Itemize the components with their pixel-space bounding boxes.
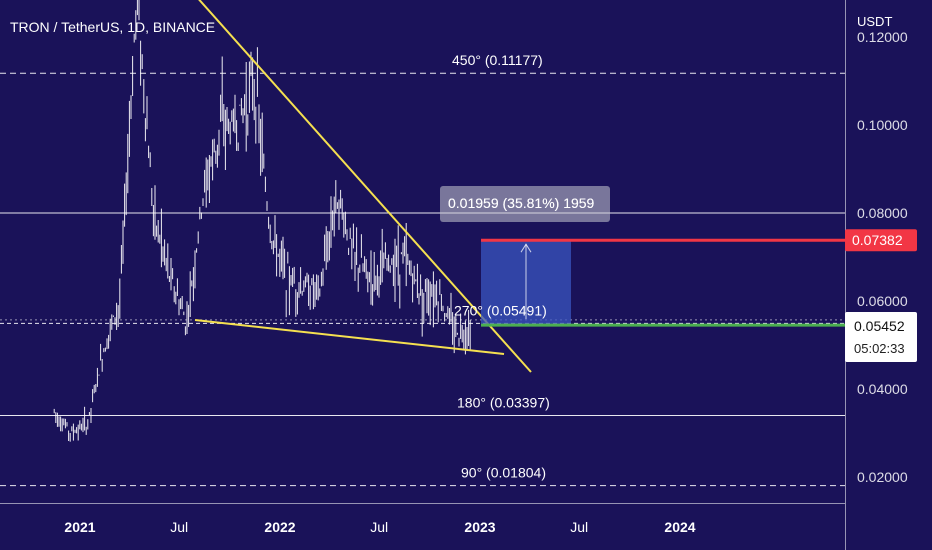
price-tick-label: 0.08000	[857, 205, 908, 221]
time-tick-label: 2021	[64, 519, 95, 535]
current-price-text: 0.05452	[854, 318, 905, 334]
position-label-text-overlap: 0.01959 (35.81%) 1959	[448, 195, 595, 211]
price-tick-label: 0.04000	[857, 381, 908, 397]
target-price-badge[interactable]	[845, 229, 917, 252]
lower-trendline[interactable]	[194, 319, 505, 355]
position-arrow-head	[520, 243, 532, 253]
price-candles	[53, 0, 471, 442]
symbol-title[interactable]: TRON / TetherUS, 1D, BINANCE	[10, 19, 216, 35]
price-tick-label: 0.02000	[857, 469, 908, 485]
currency-label: USDT	[857, 14, 892, 29]
price-tick-label: 0.12000	[857, 29, 908, 45]
gann-level-label: 180° (0.03397)	[457, 395, 550, 411]
countdown-text: 05:02:33	[854, 341, 905, 356]
time-tick-label: Jul	[570, 519, 588, 535]
current-price-badge[interactable]	[845, 312, 917, 362]
time-tick-label: 2022	[264, 519, 295, 535]
time-tick-label: Jul	[370, 519, 388, 535]
trendlines[interactable]	[194, 0, 532, 373]
upper-trendline[interactable]	[195, 0, 532, 373]
long-position-tool[interactable]	[481, 238, 845, 327]
position-label-text: 0.01959 (35.81%) 1959	[448, 195, 595, 211]
price-tick-label: 0.10000	[857, 117, 908, 133]
gann-level-label: 90° (0.01804)	[461, 465, 546, 481]
target-price-badge-text: 0.07382	[852, 232, 903, 248]
time-tick-label: 2023	[464, 519, 495, 535]
position-label-box[interactable]	[440, 186, 610, 222]
price-tick-label: 0.06000	[857, 293, 908, 309]
time-tick-label: Jul	[170, 519, 188, 535]
gann-level-label: 450° (0.11177)	[452, 52, 543, 68]
horizontal-levels	[0, 72, 845, 487]
time-axis[interactable]: 2021 Jul 2022 Jul 2023 Jul 2024	[0, 503, 845, 536]
gann-level-label: 270° (0.05491)	[454, 302, 547, 318]
gann-level-labels: 450° (0.11177) 270° (0.05491) 180° (0.0339…	[452, 52, 550, 480]
time-tick-label: 2024	[664, 519, 695, 535]
